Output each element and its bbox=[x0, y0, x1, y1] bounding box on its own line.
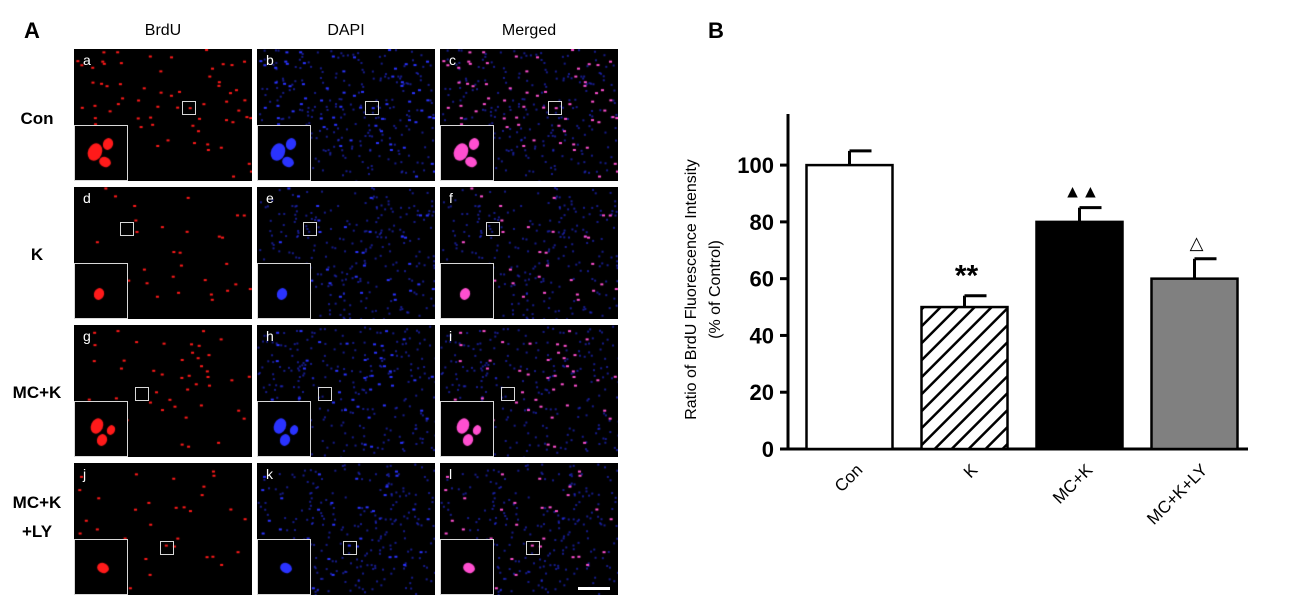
y-axis-label-line: (% of Control) bbox=[707, 240, 724, 339]
zoom-inset bbox=[440, 125, 494, 181]
bar-mc-k bbox=[1035, 220, 1124, 451]
significance-marker: ▲▲ bbox=[1064, 182, 1100, 202]
panel-label-d: d bbox=[83, 190, 91, 206]
zoom-inset bbox=[440, 401, 494, 457]
micrograph-panel-g: g bbox=[74, 325, 252, 457]
scale-bar bbox=[578, 587, 610, 590]
panel-label-c: c bbox=[449, 52, 456, 68]
zoom-inset bbox=[440, 263, 494, 319]
panel-label-k: k bbox=[266, 466, 273, 482]
micrograph-panel-k: k bbox=[257, 463, 435, 595]
y-tick-label: 100 bbox=[737, 153, 774, 178]
y-tick-label: 80 bbox=[750, 210, 774, 235]
roi-box bbox=[135, 387, 149, 401]
bar-con bbox=[805, 163, 894, 451]
y-tick-label: 40 bbox=[750, 323, 774, 348]
zoom-inset bbox=[257, 401, 311, 457]
roi-box bbox=[526, 541, 540, 555]
x-tick-label: Con bbox=[831, 460, 866, 495]
y-tick-label: 60 bbox=[750, 267, 774, 292]
column-header-brdu: BrdU bbox=[144, 22, 182, 39]
micrograph-panel-l: l bbox=[440, 463, 618, 595]
micrograph-panel-e: e bbox=[257, 187, 435, 319]
y-axis-label: Ratio of BrdU Fluorescence Intensity (% o… bbox=[683, 159, 724, 420]
micrograph-panel-d: d bbox=[74, 187, 252, 319]
roi-box bbox=[182, 101, 196, 115]
row-label-mc-k: MC+K bbox=[12, 383, 62, 402]
panel-b-letter: B bbox=[708, 18, 724, 43]
zoom-inset bbox=[257, 263, 311, 319]
x-tick-label: K bbox=[960, 460, 982, 482]
panel-label-g: g bbox=[83, 328, 91, 344]
row-label-k: K bbox=[30, 245, 44, 264]
roi-box bbox=[343, 541, 357, 555]
y-tick-label: 20 bbox=[750, 380, 774, 405]
micrograph-panel-h: h bbox=[257, 325, 435, 457]
bar-chart: Ratio of BrdU Fluorescence Intensity (% o… bbox=[683, 114, 1248, 528]
zoom-inset bbox=[257, 125, 311, 181]
x-tick-label: MC+K bbox=[1049, 460, 1097, 508]
panel-label-a: a bbox=[83, 52, 91, 68]
x-tick-label: MC+K+LY bbox=[1143, 460, 1211, 528]
panel-label-f: f bbox=[449, 190, 453, 206]
column-header-dapi: DAPI bbox=[327, 22, 365, 39]
significance-marker: △ bbox=[1190, 233, 1204, 253]
panel-label-h: h bbox=[266, 328, 274, 344]
micrograph-panel-f: f bbox=[440, 187, 618, 319]
panel-label-j: j bbox=[83, 466, 87, 482]
micrograph-panel-a: a bbox=[74, 49, 252, 181]
roi-box bbox=[365, 101, 379, 115]
zoom-inset bbox=[257, 539, 311, 595]
zoom-inset bbox=[74, 125, 128, 181]
micrograph-panel-b: b bbox=[257, 49, 435, 181]
zoom-inset bbox=[74, 263, 128, 319]
micrograph-panel-i: i bbox=[440, 325, 618, 457]
roi-box bbox=[160, 541, 174, 555]
micrograph-panel-c: c bbox=[440, 49, 618, 181]
panel-label-e: e bbox=[266, 190, 274, 206]
roi-box bbox=[486, 222, 500, 236]
roi-box bbox=[501, 387, 515, 401]
row-label-mc-k-ly: MC+K +LY bbox=[12, 493, 62, 541]
zoom-inset bbox=[74, 401, 128, 457]
roi-box bbox=[303, 222, 317, 236]
row-label-con: Con bbox=[20, 109, 54, 128]
panel-a-letter: A bbox=[24, 18, 40, 43]
bar-mc-k-ly bbox=[1150, 277, 1239, 451]
zoom-inset bbox=[440, 539, 494, 595]
panel-label-b: b bbox=[266, 52, 274, 68]
roi-box bbox=[120, 222, 134, 236]
y-axis-label-line: Ratio of BrdU Fluorescence Intensity bbox=[683, 159, 700, 420]
panel-label-i: i bbox=[449, 328, 453, 344]
panel-label-l: l bbox=[449, 466, 453, 482]
micrograph-panel-j: j bbox=[74, 463, 252, 595]
bar-k bbox=[920, 305, 1009, 451]
column-header-merged: Merged bbox=[501, 22, 557, 39]
roi-box bbox=[548, 101, 562, 115]
significance-marker: ** bbox=[955, 260, 979, 293]
zoom-inset bbox=[74, 539, 128, 595]
roi-box bbox=[318, 387, 332, 401]
y-tick-label: 0 bbox=[762, 437, 774, 462]
